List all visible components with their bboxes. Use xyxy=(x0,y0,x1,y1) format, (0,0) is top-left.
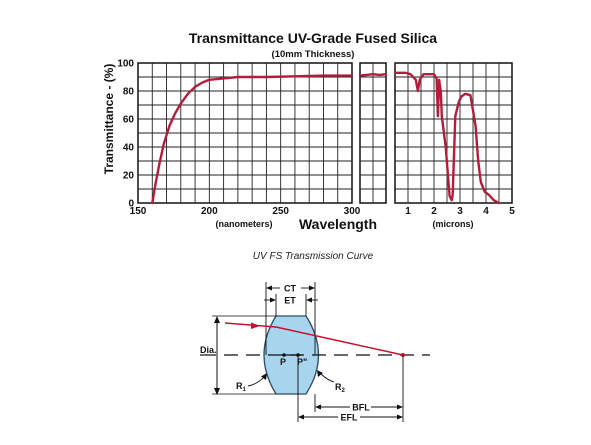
dia-label: Dia. xyxy=(200,345,217,355)
unit-label-microns: (microns) xyxy=(432,219,473,229)
y-axis-label: Transmittance - (%) xyxy=(102,64,116,175)
r1-label: R1 xyxy=(236,381,247,393)
et-arrow-right xyxy=(306,297,312,303)
diameter-arrow-top xyxy=(214,316,220,323)
x-axis-label: Wavelength xyxy=(299,216,377,232)
grid-middle xyxy=(360,63,386,203)
r2-leader xyxy=(319,372,335,383)
chart-panel-middle xyxy=(358,62,388,204)
series-line-nanometers xyxy=(151,74,354,205)
diameter-arrow-bottom xyxy=(214,388,220,395)
ct-arrow-left xyxy=(266,285,272,291)
ct-label: CT xyxy=(284,284,296,294)
ray-arrow xyxy=(251,322,260,329)
y-tick-label: 80 xyxy=(123,87,135,98)
x-tick-label: 3 xyxy=(457,206,463,217)
grid-microns xyxy=(395,63,512,203)
y-tick-label: 40 xyxy=(123,143,135,154)
r2-arrow xyxy=(317,370,323,377)
x-tick-label: 4 xyxy=(483,206,489,217)
x-tick-label: 5 xyxy=(509,206,515,217)
chart-title: Transmittance UV-Grade Fused Silica xyxy=(189,30,437,46)
grid-nanometers xyxy=(138,63,352,203)
r1-arrow xyxy=(261,373,267,380)
p-prime-label: P" xyxy=(297,357,307,367)
ray-refracted xyxy=(275,326,404,356)
y-tick-label: 20 xyxy=(123,171,135,182)
p-label: P xyxy=(280,357,286,367)
et-arrow-left xyxy=(270,297,276,303)
bfl-label: BFL xyxy=(352,403,370,413)
y-tick-label: 0 xyxy=(128,199,134,210)
series-line-middle xyxy=(358,73,388,77)
x-tick-label: 300 xyxy=(344,206,361,217)
chart-panel-nanometers xyxy=(137,62,354,205)
principal-point-p xyxy=(282,353,286,357)
unit-label-nanometers: (nanometers) xyxy=(215,219,272,229)
y-tick-label: 60 xyxy=(123,115,135,126)
et-label: ET xyxy=(284,296,296,306)
bfl-arrow-left xyxy=(315,404,321,410)
x-tick-label: 250 xyxy=(272,206,289,217)
y-tick-labels: 0 20 40 60 80 100 xyxy=(117,59,134,210)
r2-label: R2 xyxy=(335,382,346,394)
x-tick-label: 1 xyxy=(405,206,411,217)
ray-incident xyxy=(224,322,277,328)
x-tick-labels: 150 200 250 300 1 2 3 4 5 xyxy=(130,206,516,217)
y-tick-label: 100 xyxy=(117,59,134,70)
bfl-arrow-right xyxy=(397,404,403,410)
efl-arrow-left xyxy=(298,414,304,420)
x-tick-label: 200 xyxy=(201,206,218,217)
lens-diagram: Dia. CT ET P P" R1 R2 xyxy=(200,282,430,423)
x-tick-label: 2 xyxy=(431,206,437,217)
chart-subtitle: (10mm Thickness) xyxy=(272,49,355,60)
chart-panel-microns xyxy=(393,62,513,205)
series-line-microns xyxy=(393,71,501,205)
efl-label: EFL xyxy=(341,413,359,423)
efl-arrow-right xyxy=(397,414,403,420)
x-tick-label: 150 xyxy=(130,206,147,217)
figure-caption: UV FS Transmission Curve xyxy=(253,251,374,262)
ct-arrow-right xyxy=(309,285,315,291)
